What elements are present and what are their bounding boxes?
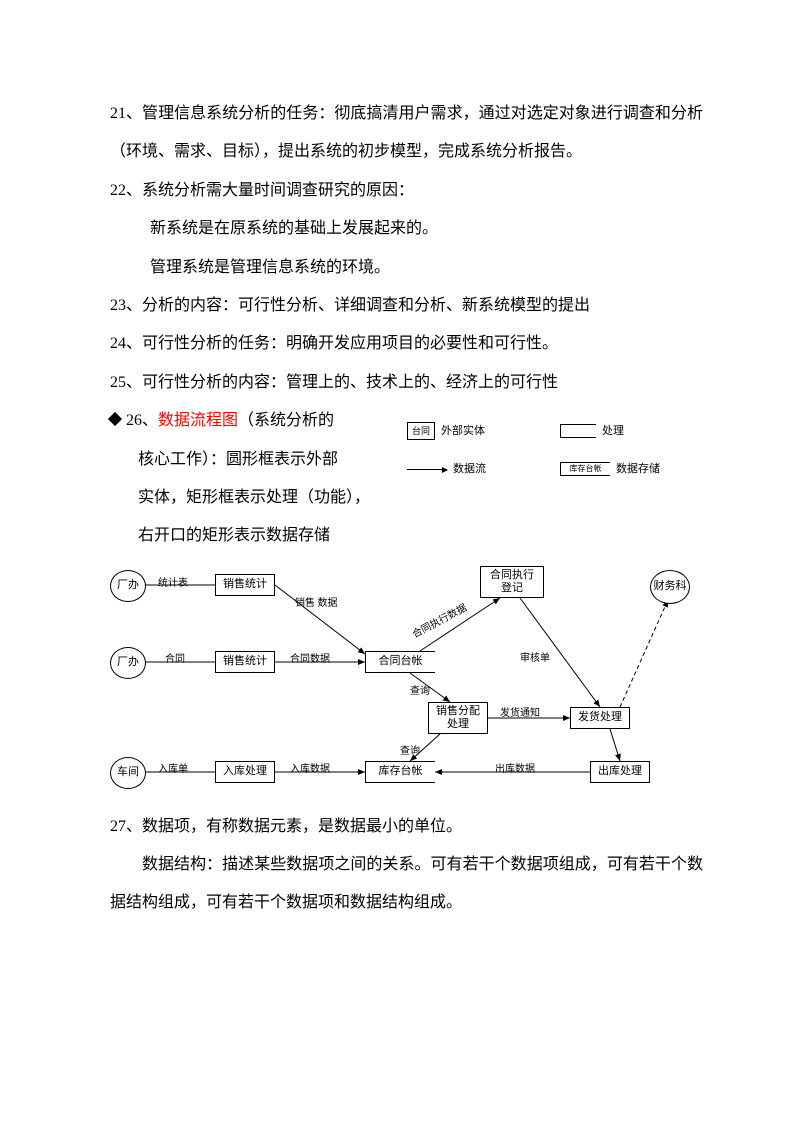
edge-label: 销售 数据 bbox=[295, 592, 338, 616]
para-21: 21、管理信息系统分析的任务：彻底搞清用户需求，通过对选定对象进行调查和分析（环… bbox=[110, 95, 703, 172]
data-flow-diagram: 统计表销售 数据合同合同数据合同执行数据审核单查询发货通知查询入库单入库数据出库… bbox=[110, 562, 690, 802]
diamond-bullet-icon bbox=[108, 412, 122, 426]
p26-line2: 核心工作）：圆形框表示外部 bbox=[110, 441, 395, 479]
flowchart-node-p5: 销售分配 处理 bbox=[428, 702, 488, 734]
edge-label: 合同数据 bbox=[290, 648, 330, 672]
para-25: 25、可行性分析的内容：管理上的、技术上的、经济上的可行性 bbox=[110, 364, 703, 402]
legend: 台同 外部实体 处理 数据流 库存台帐 数据存储 bbox=[407, 402, 703, 556]
para-22-b: 管理系统是管理信息系统的环境。 bbox=[110, 249, 703, 287]
edge-label: 统计表 bbox=[158, 572, 188, 596]
p26-prefix: 26、 bbox=[126, 412, 158, 429]
para-27b: 数据结构：描述某些数据项之间的关系。可有若干个数据项组成，可有若干个数据结构组成… bbox=[110, 846, 703, 923]
flowchart-node-s1: 合同台帐 bbox=[365, 651, 435, 673]
legend-entity-symbol: 台同 bbox=[407, 422, 435, 440]
legend-process-label: 处理 bbox=[602, 426, 624, 437]
flowchart-node-p4: 合同执行 登记 bbox=[480, 566, 544, 598]
edge-label: 合同 bbox=[165, 648, 185, 672]
flowchart-node-p1: 销售统计 bbox=[215, 574, 275, 596]
flowchart-node-e1: 厂办 bbox=[110, 570, 146, 602]
flowchart-node-p6: 发货处理 bbox=[570, 707, 630, 729]
edge-label: 入库数据 bbox=[290, 758, 330, 782]
para-22-a: 新系统是在原系统的基础上发展起来的。 bbox=[110, 210, 703, 248]
para-24: 24、可行性分析的任务：明确开发应用项目的必要性和可行性。 bbox=[110, 325, 703, 363]
p26-line3: 实体，矩形框表示处理（功能）， bbox=[110, 479, 395, 517]
flowchart-node-p3: 入库处理 bbox=[215, 761, 275, 783]
edge-label: 出库数据 bbox=[495, 758, 535, 782]
para-22-head: 22、系统分析需大量时间调查研究的原因： bbox=[110, 172, 703, 210]
legend-entity-label: 外部实体 bbox=[441, 426, 485, 437]
item-26: 26、数据流程图（系统分析的 核心工作）：圆形框表示外部 实体，矩形框表示处理（… bbox=[110, 402, 703, 556]
edge-label: 审核单 bbox=[520, 647, 550, 671]
legend-store-symbol: 库存台帐 bbox=[560, 462, 610, 476]
edge-label: 入库单 bbox=[158, 758, 188, 782]
para-23: 23、分析的内容：可行性分析、详细调查和分析、新系统模型的提出 bbox=[110, 287, 703, 325]
flowchart-node-e2: 厂办 bbox=[110, 647, 146, 679]
legend-flow-label: 数据流 bbox=[453, 464, 486, 475]
item-26-text: 26、数据流程图（系统分析的 核心工作）：圆形框表示外部 实体，矩形框表示处理（… bbox=[110, 402, 395, 556]
document-page: 21、管理信息系统分析的任务：彻底搞清用户需求，通过对选定对象进行调查和分析（环… bbox=[0, 0, 793, 1122]
legend-process-symbol bbox=[560, 424, 596, 438]
edge-label: 发货通知 bbox=[500, 702, 540, 726]
edge-label: 查询 bbox=[410, 680, 430, 704]
p26-red: 数据流程图 bbox=[158, 412, 238, 429]
flowchart-node-p7: 出库处理 bbox=[590, 761, 650, 783]
flowchart-node-e4: 财务科 bbox=[650, 570, 690, 604]
legend-flow-symbol bbox=[407, 469, 447, 470]
flowchart-node-p2: 销售统计 bbox=[215, 651, 275, 673]
flowchart-node-s2: 库存台帐 bbox=[365, 761, 435, 783]
para-27a: 27、数据项，有称数据元素，是数据最小的单位。 bbox=[110, 808, 703, 846]
legend-store-label: 数据存储 bbox=[616, 464, 660, 475]
p26-line4: 右开口的矩形表示数据存储 bbox=[110, 517, 395, 555]
flowchart-node-e3: 车间 bbox=[110, 757, 146, 789]
p26-rest1: （系统分析的 bbox=[238, 412, 334, 429]
